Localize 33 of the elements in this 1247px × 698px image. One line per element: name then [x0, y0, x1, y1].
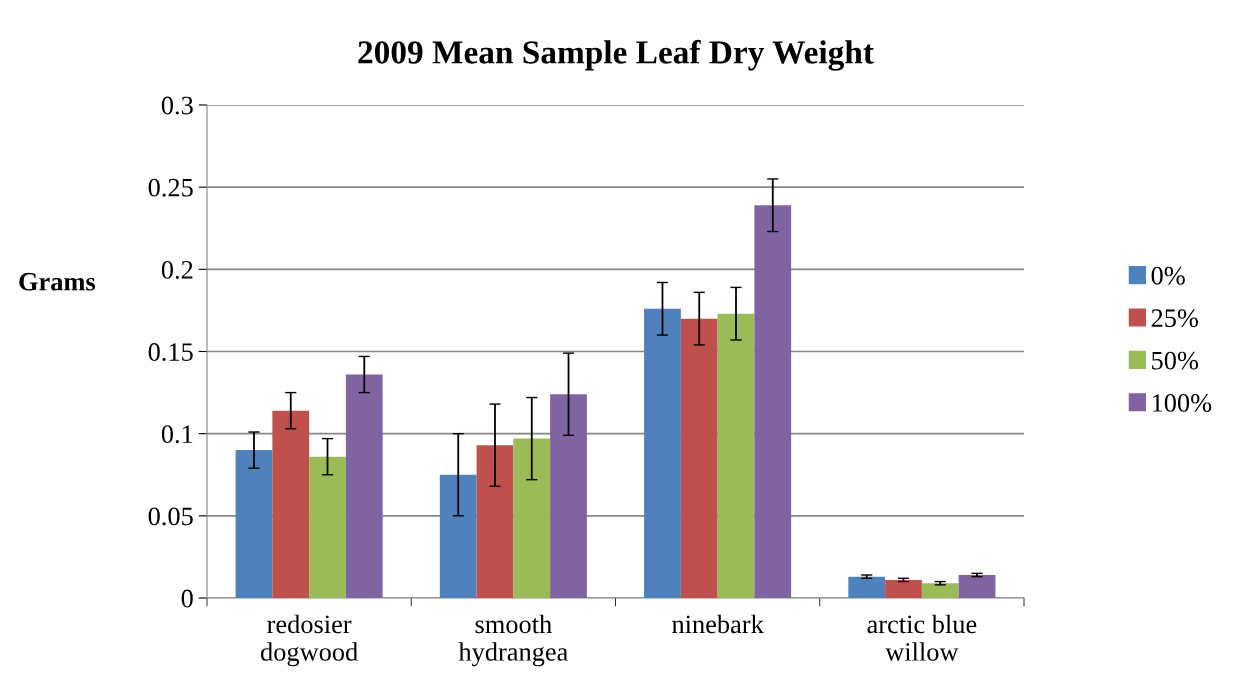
x-tick-label: smooth hydrangea [458, 614, 568, 667]
x-tick-label: ninebark [672, 614, 764, 634]
bar [848, 576, 886, 598]
y-tick-label: 0.25 [148, 178, 193, 197]
bar [272, 410, 310, 598]
bar [754, 205, 792, 598]
x-tick-label: arctic blue willow [867, 614, 977, 661]
y-tick-label: 0.2 [161, 260, 193, 279]
bar [309, 456, 346, 598]
bar [644, 308, 681, 598]
y-axis-title: Grams [19, 272, 96, 291]
y-tick-label: 0.3 [161, 96, 193, 115]
x-tick-label: redosier dogwood [260, 614, 358, 667]
y-tick-label: 0.05 [148, 507, 193, 526]
chart-title: 2009 Mean Sample Leaf Dry Weight [358, 39, 874, 71]
bar [680, 318, 718, 598]
bar [513, 438, 551, 598]
legend-label: 100% [1152, 394, 1212, 412]
bar [717, 313, 755, 598]
y-tick-label: 0.1 [161, 425, 193, 444]
y-tick-label: 0 [181, 589, 193, 608]
bar [921, 583, 959, 598]
bar [550, 394, 587, 598]
y-tick-label: 0.15 [148, 343, 193, 362]
legend-label: 0% [1151, 266, 1185, 285]
bar [439, 474, 477, 598]
bar [476, 445, 514, 598]
bar [958, 574, 996, 598]
bar [235, 450, 273, 598]
legend-label: 25% [1151, 309, 1199, 328]
legend-label: 50% [1152, 351, 1199, 370]
bar [345, 374, 383, 598]
bar [885, 579, 922, 598]
